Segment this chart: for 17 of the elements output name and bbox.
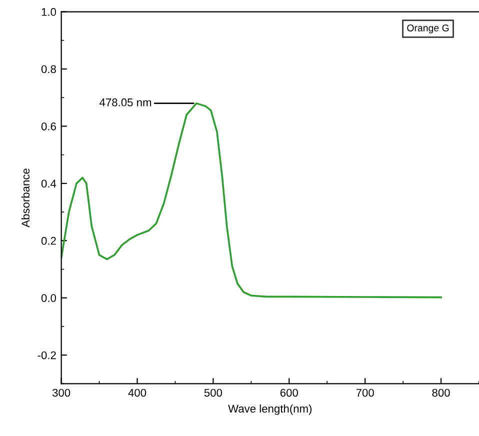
y-axis-title: Absorbance [21, 168, 30, 228]
y-tick-label: 0.4 [41, 180, 56, 188]
text: Orange G [407, 24, 449, 34]
y-tick-label: -0.2 [38, 351, 56, 360]
y-tick-label: 1.0 [42, 8, 56, 16]
x-tick-label: 300 [52, 388, 70, 397]
y-tick-label: 0.2 [41, 236, 56, 245]
x-axis-title: Wave length(nm) [228, 404, 312, 415]
x-tick-label: 600 [280, 388, 298, 397]
x-tick-label: 500 [204, 388, 222, 397]
y-tick-label: 0.8 [41, 65, 56, 74]
x-tick-label: 700 [356, 388, 374, 397]
x-tick-label: 400 [128, 388, 146, 397]
annotation: 478.05 nm [100, 98, 152, 106]
y-tick-label: 0.0 [41, 294, 56, 302]
x-tick-label: 800 [432, 388, 450, 397]
y-tick-label: 0.6 [41, 122, 56, 130]
